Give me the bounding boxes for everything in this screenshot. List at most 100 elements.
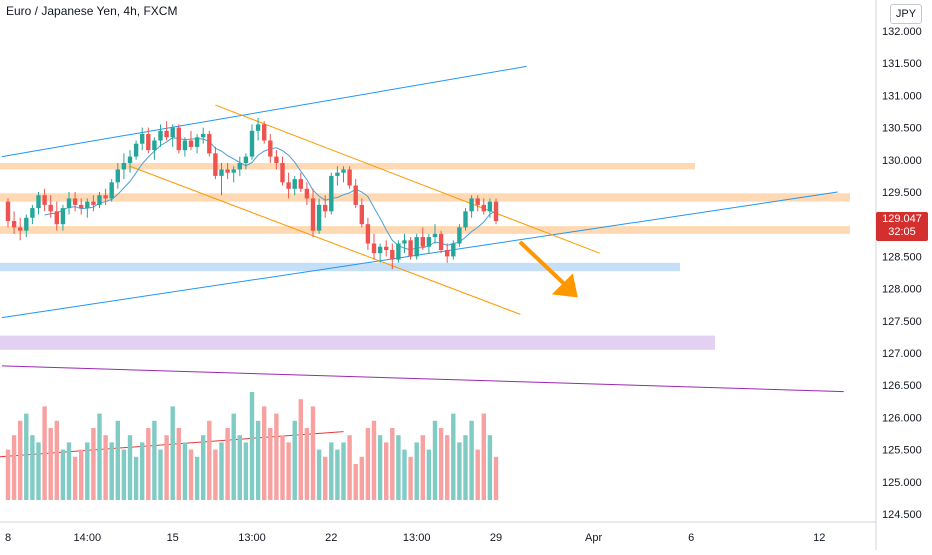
candle-body xyxy=(91,201,96,205)
candle-countdown: 32:05 xyxy=(888,226,916,238)
candle xyxy=(396,240,401,263)
candle xyxy=(91,195,96,212)
last-price-value: 129.047 xyxy=(882,213,922,225)
volume-bar xyxy=(426,449,432,500)
volume-bar xyxy=(280,435,285,500)
chart-title: Euro / Japanese Yen, 4h, FXCM xyxy=(6,4,178,18)
candle-body xyxy=(359,204,364,225)
candle-body xyxy=(24,217,29,231)
volume-bar xyxy=(408,456,413,500)
y-tick-label: 130.000 xyxy=(882,155,922,167)
volume-bar xyxy=(24,413,29,500)
candle xyxy=(48,195,53,218)
volume-bar xyxy=(304,428,310,500)
candle xyxy=(97,192,102,209)
candle-body xyxy=(188,140,194,147)
y-tick-label: 126.000 xyxy=(882,412,922,424)
candle xyxy=(445,243,450,263)
candle xyxy=(201,127,206,144)
candle xyxy=(219,163,224,196)
volume-bar xyxy=(60,449,66,500)
candle-body xyxy=(286,182,291,189)
candle-body xyxy=(475,198,480,205)
last-price-tag: 129.047 32:05 xyxy=(876,212,928,241)
candle xyxy=(207,130,212,157)
candle xyxy=(255,117,261,141)
x-tick-label: Apr xyxy=(585,532,602,544)
candle xyxy=(121,153,127,180)
y-tick-label: 126.500 xyxy=(882,380,922,392)
trend-line-orange xyxy=(215,104,600,254)
candle-body xyxy=(79,204,84,209)
x-tick-label: 29 xyxy=(490,532,502,544)
candle-body xyxy=(66,198,72,209)
candle-body xyxy=(85,201,90,209)
candle xyxy=(109,179,114,202)
volume-bar xyxy=(249,392,255,500)
candle-body xyxy=(310,198,316,231)
candle-body xyxy=(18,227,23,231)
candle xyxy=(402,233,407,254)
candle-body xyxy=(54,211,59,225)
trend-arrow-head xyxy=(551,273,578,298)
currency-badge[interactable]: JPY xyxy=(890,4,922,24)
volume-bar xyxy=(335,449,340,500)
candle xyxy=(182,137,188,157)
y-tick-label: 127.500 xyxy=(882,316,922,328)
candle xyxy=(475,195,480,212)
volume-bar xyxy=(213,449,218,500)
candle-body xyxy=(249,130,255,157)
candle-body xyxy=(469,198,474,212)
volume-bar xyxy=(170,406,175,500)
candle xyxy=(451,240,456,260)
volume-bar xyxy=(316,449,322,500)
volume-bar xyxy=(127,435,133,500)
candle-body xyxy=(493,201,499,221)
candle-body xyxy=(152,140,157,151)
trend-arrow-shaft xyxy=(518,240,568,287)
volume-bar xyxy=(231,413,236,500)
volume-bar xyxy=(481,413,486,500)
x-tick-label: 6 xyxy=(688,532,694,544)
volume-bar xyxy=(91,428,96,500)
candle xyxy=(72,192,78,212)
candle xyxy=(213,146,218,180)
candle-body xyxy=(48,204,53,212)
candle-body xyxy=(487,201,493,212)
candle xyxy=(133,140,139,160)
volume-bar xyxy=(79,449,84,500)
trend-line-orange xyxy=(129,165,521,315)
candle xyxy=(30,204,35,225)
volume-bar xyxy=(463,435,468,500)
volume-bar xyxy=(359,456,364,500)
candle-body xyxy=(225,169,230,173)
volume-bar xyxy=(384,442,389,500)
candle xyxy=(164,121,169,141)
candle xyxy=(146,127,151,154)
candle-body xyxy=(463,211,468,228)
candle-body xyxy=(377,246,383,254)
candle xyxy=(188,130,194,151)
candle xyxy=(79,198,84,215)
candle-body xyxy=(341,169,346,173)
volume-bar xyxy=(365,428,371,500)
candle-body xyxy=(194,137,200,147)
y-tick-label: 130.500 xyxy=(882,123,922,135)
volume-bar xyxy=(133,456,139,500)
x-tick-label: 14:00 xyxy=(74,532,102,544)
candle-body xyxy=(109,182,114,199)
candle xyxy=(323,195,328,218)
candle-body xyxy=(146,134,151,151)
volume-bar xyxy=(219,442,224,500)
volume-bar xyxy=(42,406,47,500)
candle-body xyxy=(237,163,242,170)
candle xyxy=(66,192,72,215)
volume-bar xyxy=(182,442,188,500)
volume-bar xyxy=(329,442,334,500)
volume-bar xyxy=(30,435,35,500)
candle xyxy=(469,195,474,218)
volume-bar xyxy=(420,435,425,500)
candle-body xyxy=(274,156,279,164)
